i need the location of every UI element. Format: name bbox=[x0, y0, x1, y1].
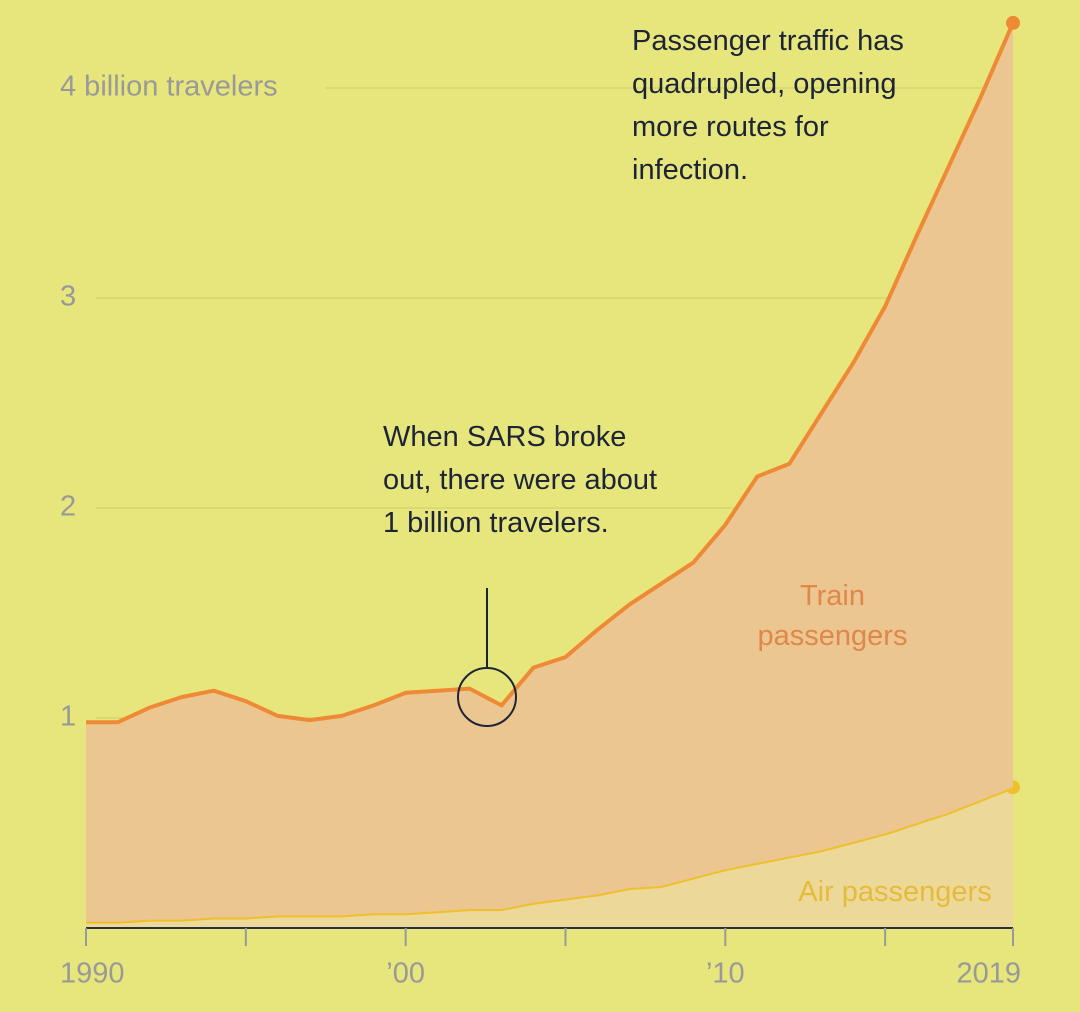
area bbox=[86, 22, 1013, 922]
annotation: Passenger traffic has quadrupled, openin… bbox=[632, 25, 904, 186]
y-tick-label: 3 bbox=[60, 281, 76, 313]
series-label: Train passengers bbox=[757, 580, 908, 652]
annotation: When SARS broke out, there were about 1 … bbox=[383, 421, 658, 539]
end-dot bbox=[1006, 15, 1020, 30]
line bbox=[86, 22, 1015, 725]
y-tick-label: 4 billion travelers bbox=[60, 71, 278, 103]
annotation-circle bbox=[457, 667, 517, 727]
x-tick-label: 1990 bbox=[60, 958, 125, 990]
area bbox=[86, 787, 1013, 928]
y-tick-label: 1 bbox=[60, 701, 76, 733]
y-tick-label: 2 bbox=[60, 491, 76, 523]
x-tick-label: ’00 bbox=[386, 958, 425, 990]
x-tick-label: 2019 bbox=[956, 958, 1021, 990]
x-tick-label: ’10 bbox=[706, 958, 745, 990]
series-label: Air passengers bbox=[798, 876, 992, 908]
